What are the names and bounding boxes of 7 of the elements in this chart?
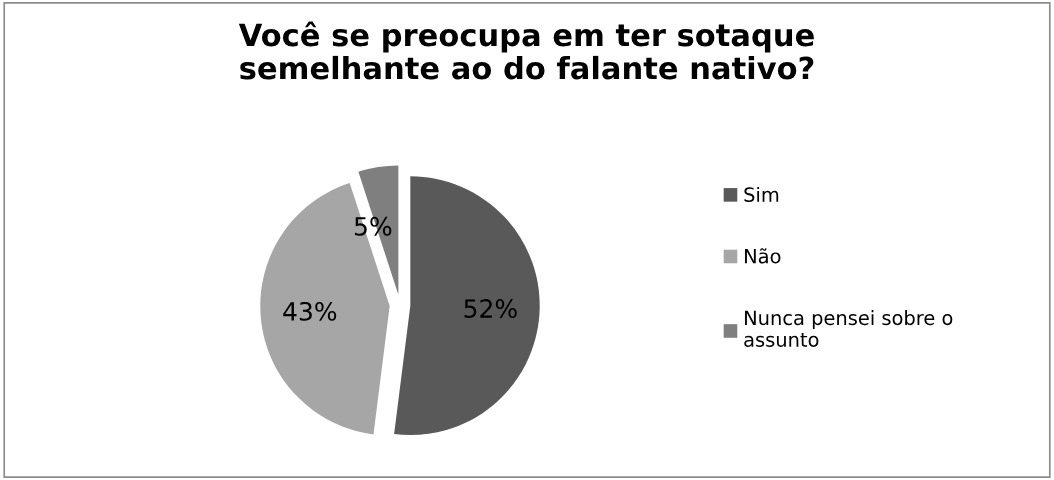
- data-label: 43%: [283, 301, 337, 321]
- data-label: 52%: [464, 299, 517, 318]
- legend-label: Sim: [744, 186, 779, 202]
- legend-label: Nunca pensei sobre o assunto: [744, 310, 953, 347]
- data-label: 5%: [354, 216, 392, 236]
- chart-title: Você se preocupa em ter sotaque semelhante ao do falante nativo?: [238, 21, 814, 80]
- legend-label: Não: [745, 248, 781, 264]
